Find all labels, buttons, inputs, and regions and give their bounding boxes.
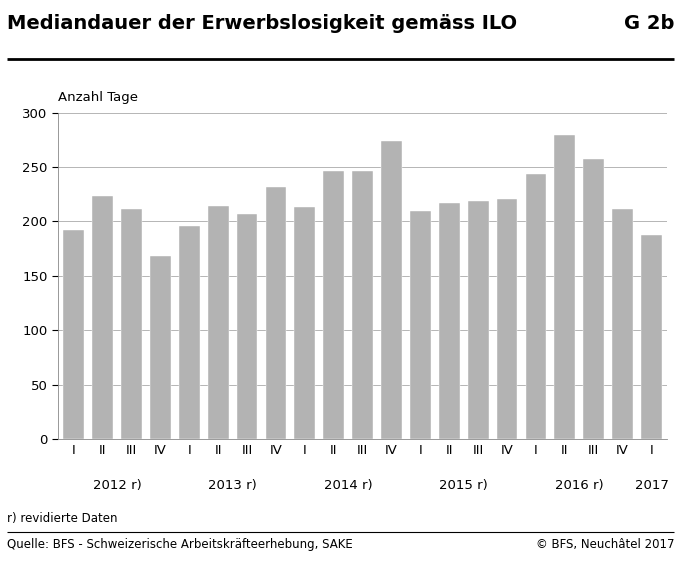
Bar [352,171,373,439]
Bar [63,230,84,439]
Text: Mediandauer der Erwerbslosigkeit gemäss ILO: Mediandauer der Erwerbslosigkeit gemäss … [7,14,517,33]
Bar [381,141,402,439]
Text: © BFS, Neuchâtel 2017: © BFS, Neuchâtel 2017 [536,538,674,551]
Text: 2015 r): 2015 r) [439,479,488,491]
Bar [641,235,662,439]
Bar [554,136,575,439]
Text: 2012 r): 2012 r) [93,479,142,491]
Text: 2016 r): 2016 r) [555,479,603,491]
Bar [496,199,518,439]
Text: Anzahl Tage: Anzahl Tage [58,91,138,104]
Bar [208,206,229,439]
Bar [410,211,431,439]
Bar [237,214,257,439]
Text: 2014 r): 2014 r) [324,479,373,491]
Bar [584,159,604,439]
Bar [266,186,287,439]
Bar [179,226,200,439]
Bar [439,203,460,439]
Text: r) revidierte Daten: r) revidierte Daten [7,512,117,525]
Bar [612,209,633,439]
Bar [150,256,171,439]
Text: Quelle: BFS - Schweizerische Arbeitskräfteerhebung, SAKE: Quelle: BFS - Schweizerische Arbeitskräf… [7,538,353,551]
Bar [121,209,142,439]
Bar [526,173,546,439]
Bar [468,201,488,439]
Text: 2013 r): 2013 r) [208,479,257,491]
Bar [323,171,344,439]
Bar [92,196,113,439]
Bar [294,207,315,439]
Text: G 2b: G 2b [624,14,674,33]
Text: 2017: 2017 [635,479,669,491]
